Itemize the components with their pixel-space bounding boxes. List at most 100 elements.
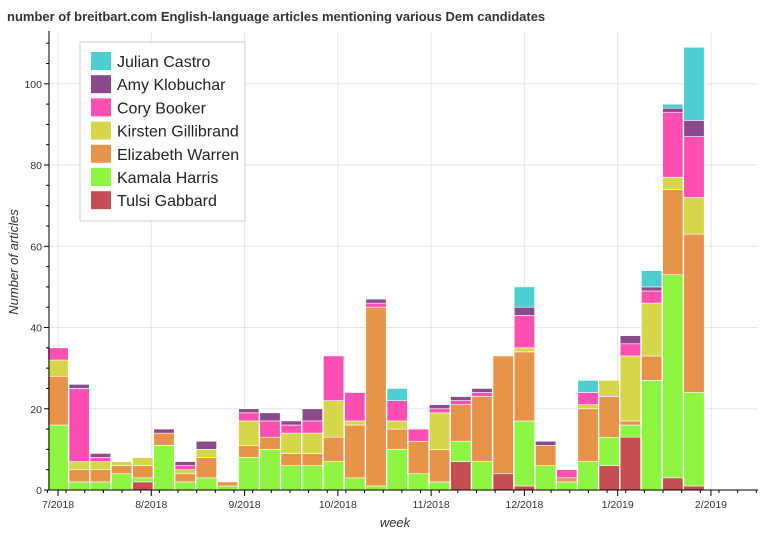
- bar-kirsten-gillibrand: [174, 469, 196, 475]
- bar-elizabeth-warren: [195, 457, 217, 479]
- x-tick-label: 11/2018: [413, 499, 450, 511]
- x-tick-label: 8/2018: [135, 499, 167, 511]
- bar-kirsten-gillibrand: [429, 412, 451, 450]
- bar-kirsten-gillibrand: [132, 457, 154, 466]
- bar-kamala-harris: [429, 481, 451, 491]
- bar-cory-booker: [513, 315, 535, 349]
- bar-elizabeth-warren: [323, 436, 345, 462]
- bar-elizabeth-warren: [386, 428, 408, 450]
- bar-amy-klobuchar: [662, 107, 684, 113]
- bar-kirsten-gillibrand: [68, 461, 90, 470]
- bar-elizabeth-warren: [280, 453, 302, 466]
- bar-amy-klobuchar: [535, 440, 557, 446]
- bar-tulsi-gabbard: [492, 473, 514, 491]
- bar-julian-castro: [662, 103, 684, 109]
- bar-cory-booker: [89, 457, 111, 462]
- bar-elizabeth-warren: [217, 481, 239, 487]
- y-tick-label: 40: [30, 323, 42, 335]
- bar-kamala-harris: [47, 424, 69, 491]
- bar-elizabeth-warren: [662, 189, 684, 276]
- legend-item-label: Cory Booker: [117, 100, 207, 117]
- bar-kamala-harris: [68, 481, 90, 491]
- bar-amy-klobuchar: [683, 120, 705, 137]
- bar-kamala-harris: [683, 392, 705, 487]
- y-tick-label: 100: [24, 79, 42, 91]
- bar-elizabeth-warren: [535, 445, 557, 466]
- bar-amy-klobuchar: [429, 404, 451, 410]
- bar-amy-klobuchar: [365, 298, 387, 304]
- x-tick-label: 7/2018: [42, 499, 74, 511]
- bar-elizabeth-warren: [111, 465, 133, 475]
- bar-cory-booker: [577, 392, 599, 405]
- bar-kamala-harris: [259, 449, 281, 491]
- bar-cory-booker: [429, 408, 451, 414]
- legend-swatch: [91, 75, 111, 94]
- bar-kamala-harris: [89, 481, 111, 491]
- bar-kirsten-gillibrand: [662, 176, 684, 190]
- bar-kamala-harris: [195, 477, 217, 491]
- bar-kamala-harris: [662, 274, 684, 479]
- bar-cory-booker: [280, 424, 302, 434]
- bar-cory-booker: [471, 392, 493, 397]
- bar-kamala-harris: [301, 465, 323, 491]
- legend-item-label: Amy Klobuchar: [117, 77, 226, 94]
- bar-julian-castro: [386, 388, 408, 401]
- bar-kamala-harris: [174, 481, 196, 491]
- bar-elizabeth-warren: [556, 477, 578, 483]
- bar-cory-booker: [174, 465, 196, 470]
- legend-swatch: [91, 52, 111, 70]
- bar-kirsten-gillibrand: [47, 359, 69, 377]
- bar-cory-booker: [619, 343, 641, 357]
- bar-elizabeth-warren: [513, 351, 535, 422]
- bar-kirsten-gillibrand: [111, 461, 133, 466]
- bar-amy-klobuchar: [280, 420, 302, 426]
- bar-tulsi-gabbard: [683, 485, 705, 491]
- bar-kamala-harris: [450, 440, 472, 462]
- legend: Julian Castro Amy Klobuchar Cory Booker Kir…: [79, 41, 246, 222]
- bar-julian-castro: [513, 286, 535, 308]
- bar-kamala-harris: [217, 485, 239, 491]
- bar-kamala-harris: [365, 485, 387, 491]
- bar-cory-booker: [683, 136, 705, 198]
- legend-swatch: [91, 191, 111, 210]
- bar-elizabeth-warren: [577, 408, 599, 462]
- bar-amy-klobuchar: [238, 408, 260, 414]
- bar-kirsten-gillibrand: [195, 449, 217, 458]
- bar-julian-castro: [683, 46, 705, 121]
- bar-amy-klobuchar: [471, 388, 493, 393]
- bar-elizabeth-warren: [471, 396, 493, 462]
- bar-elizabeth-warren: [132, 465, 154, 479]
- bar-amy-klobuchar: [195, 440, 217, 450]
- x-tick-label: 10/2018: [319, 499, 357, 511]
- bar-cory-booker: [238, 412, 260, 422]
- bar-kamala-harris: [471, 461, 493, 491]
- legend-swatch: [91, 144, 111, 163]
- bar-cory-booker: [556, 469, 578, 479]
- bar-elizabeth-warren: [365, 306, 387, 487]
- x-tick-label: 2/2019: [695, 499, 727, 511]
- bar-elizabeth-warren: [492, 355, 514, 475]
- bar-kirsten-gillibrand: [344, 420, 366, 426]
- bar-tulsi-gabbard: [132, 481, 154, 491]
- bar-cory-booker: [301, 420, 323, 434]
- x-tick-label: 1/2019: [602, 499, 634, 511]
- bar-amy-klobuchar: [153, 428, 175, 434]
- bar-cory-booker: [407, 428, 429, 442]
- bar-cory-booker: [365, 302, 387, 308]
- bar-amy-klobuchar: [259, 412, 281, 422]
- bar-kirsten-gillibrand: [598, 380, 620, 397]
- bar-kamala-harris: [386, 449, 408, 491]
- bar-cory-booker: [68, 388, 90, 462]
- legend-swatch: [91, 168, 111, 186]
- y-tick-label: 80: [30, 160, 42, 172]
- bar-elizabeth-warren: [429, 449, 451, 483]
- bar-kirsten-gillibrand: [280, 432, 302, 454]
- bar-kamala-harris: [344, 477, 366, 491]
- bar-elizabeth-warren: [301, 453, 323, 466]
- x-tick-label: 9/2018: [228, 499, 260, 511]
- bar-kirsten-gillibrand: [641, 302, 663, 357]
- bar-elizabeth-warren: [598, 396, 620, 438]
- legend-item-label: Kamala Harris: [117, 170, 218, 187]
- bar-kirsten-gillibrand: [323, 400, 345, 438]
- bar-kamala-harris: [153, 445, 175, 491]
